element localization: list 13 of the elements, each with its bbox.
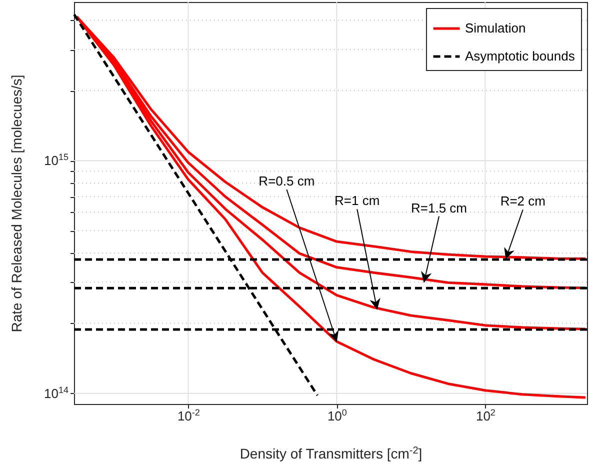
y-tick-label: 10$^{14}$ (44, 384, 68, 401)
annotation: R=1 cm (334, 193, 380, 208)
legend-label: Simulation (465, 20, 526, 36)
legend-label: Asymptotic bounds (465, 48, 576, 64)
y-tick-label: 10$^{15}$ (44, 152, 68, 168)
annotation: R=0.5 cm (258, 174, 315, 189)
x-tick-label: 10$^{-2}$ (177, 408, 200, 424)
x-axis-title: Density of Transmitters [cm$^{-2}$] (240, 445, 422, 462)
annotation: R=2 cm (500, 194, 546, 209)
x-tick-label: 10$^{0}$ (327, 408, 347, 424)
annotation: R=1.5 cm (411, 200, 468, 216)
x-tick-label: 10$^{2}$ (476, 408, 496, 424)
y-axis-title: Rate of Released Molecules [molecues/s] (8, 74, 24, 332)
